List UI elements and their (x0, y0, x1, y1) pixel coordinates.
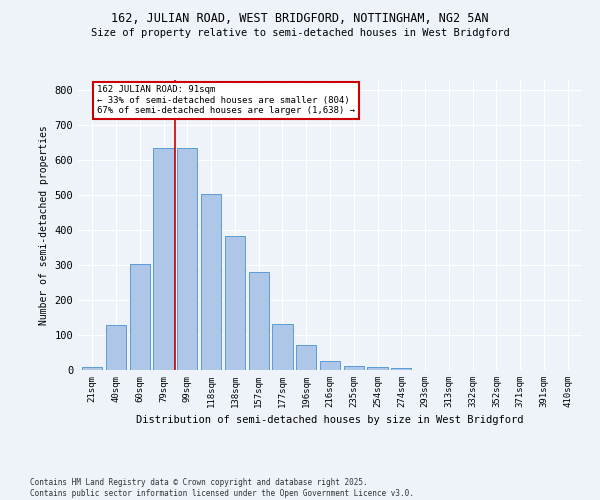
Bar (154, 148, 173, 370)
Bar (248, 272, 269, 370)
Text: 162, JULIAN ROAD, WEST BRIDGFORD, NOTTINGHAM, NG2 5AN: 162, JULIAN ROAD, WEST BRIDGFORD, NOTTIN… (111, 12, 489, 26)
Y-axis label: Number of semi-detached properties: Number of semi-detached properties (39, 125, 49, 325)
Bar (344, 366, 364, 370)
Bar (82, 366, 103, 370)
Text: Size of property relative to semi-detached houses in West Bridgford: Size of property relative to semi-detach… (91, 28, 509, 38)
Bar (367, 367, 388, 370)
Bar (106, 326, 126, 370)
Text: 162 JULIAN ROAD: 91sqm
← 33% of semi-detached houses are smaller (804)
67% of se: 162 JULIAN ROAD: 91sqm ← 33% of semi-det… (97, 85, 355, 115)
Text: Contains HM Land Registry data © Crown copyright and database right 2025.
Contai: Contains HM Land Registry data © Crown c… (30, 478, 414, 498)
Bar (130, 264, 150, 370)
Bar (177, 148, 197, 370)
Bar (320, 362, 340, 370)
Bar (225, 236, 245, 370)
Bar (296, 345, 316, 370)
Bar (201, 194, 221, 370)
Bar (391, 368, 412, 370)
X-axis label: Distribution of semi-detached houses by size in West Bridgford: Distribution of semi-detached houses by … (136, 416, 524, 426)
Bar (272, 324, 293, 370)
